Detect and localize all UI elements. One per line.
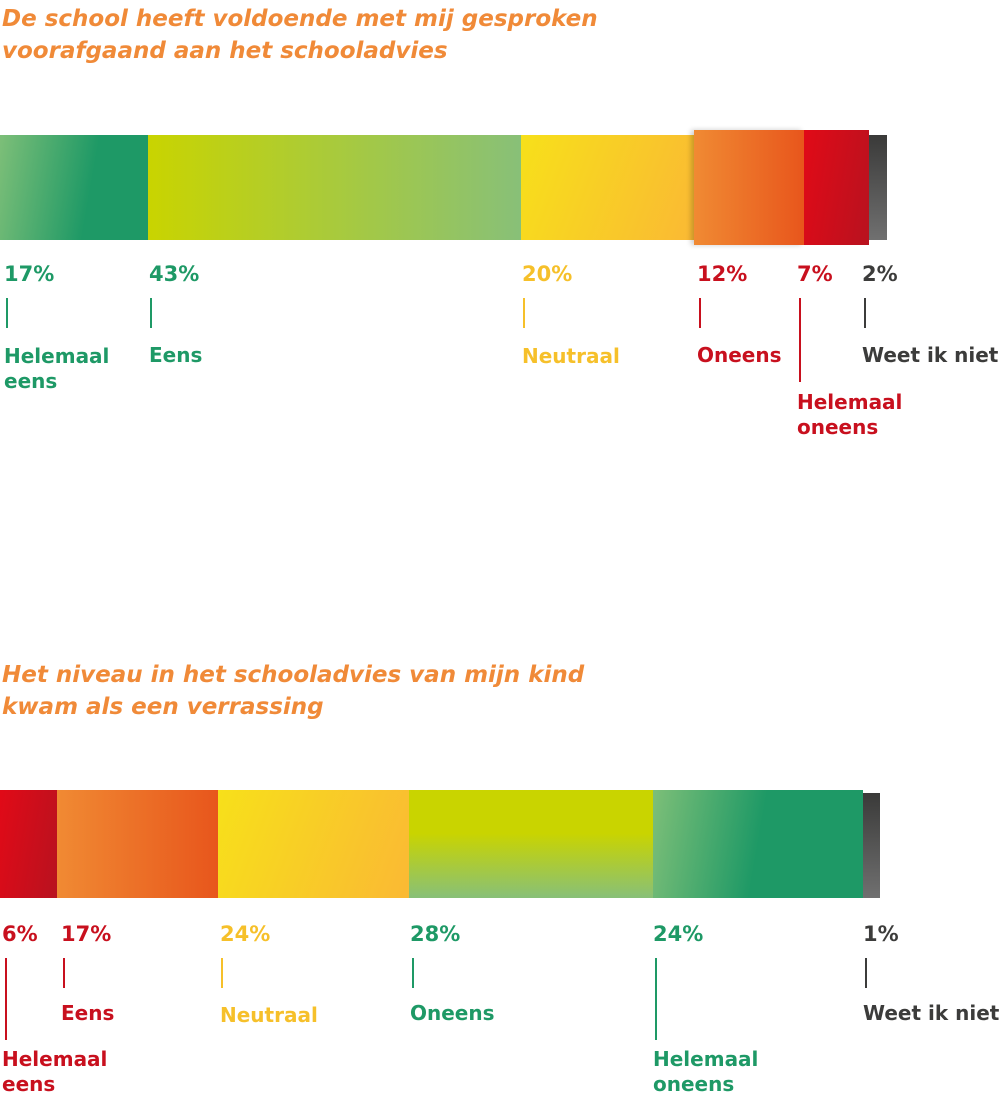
tick-line — [799, 298, 801, 382]
category-label: Weet ik niet — [863, 1001, 1000, 1025]
bar-segment — [409, 790, 653, 898]
chart1-title: De school heeft voldoende met mij gespro… — [2, 6, 598, 64]
bar-segment — [653, 790, 863, 898]
pct-label: 12% — [697, 262, 748, 286]
pct-label: 28% — [410, 922, 461, 946]
bar-segment — [694, 130, 804, 245]
category-label: Eens — [61, 1001, 115, 1025]
pct-label: 17% — [4, 262, 55, 286]
bar-segment — [0, 135, 148, 240]
pct-label: 24% — [220, 922, 271, 946]
tick-line — [6, 298, 8, 328]
category-label: Helemaal oneens — [797, 390, 903, 439]
pct-label: 7% — [797, 262, 833, 286]
tick-line — [63, 958, 65, 988]
pct-label: 2% — [862, 262, 898, 286]
bar-segment — [804, 130, 869, 245]
category-label: Helemaal eens — [2, 1047, 108, 1096]
category-label: Neutraal — [522, 344, 620, 368]
bar-segment — [0, 790, 57, 898]
category-label: Helemaal eens — [4, 344, 110, 393]
tick-line — [221, 958, 223, 988]
tick-line — [5, 958, 7, 1040]
pct-label: 1% — [863, 922, 899, 946]
tick-line — [150, 298, 152, 328]
category-label: Oneens — [697, 343, 782, 367]
bar-segment — [57, 790, 218, 898]
pct-label: 24% — [653, 922, 704, 946]
category-label: Helemaal oneens — [653, 1047, 759, 1096]
tick-line — [412, 958, 414, 988]
category-label: Weet ik niet — [862, 343, 999, 367]
pct-label: 17% — [61, 922, 112, 946]
bar-segment — [218, 790, 409, 898]
tick-line — [865, 958, 867, 988]
bar-segment — [863, 793, 880, 898]
category-label: Neutraal — [220, 1003, 318, 1027]
pct-label: 6% — [2, 922, 38, 946]
tick-line — [523, 298, 525, 328]
pct-label: 43% — [149, 262, 200, 286]
pct-label: 20% — [522, 262, 573, 286]
bar-segment — [521, 135, 694, 240]
bar-segment — [148, 135, 521, 240]
bar-segment — [869, 135, 887, 240]
category-label: Oneens — [410, 1001, 495, 1025]
category-label: Eens — [149, 343, 203, 367]
tick-line — [864, 298, 866, 328]
chart2-title: Het niveau in het schooladvies van mijn … — [2, 662, 585, 720]
tick-line — [699, 298, 701, 328]
tick-line — [655, 958, 657, 1040]
